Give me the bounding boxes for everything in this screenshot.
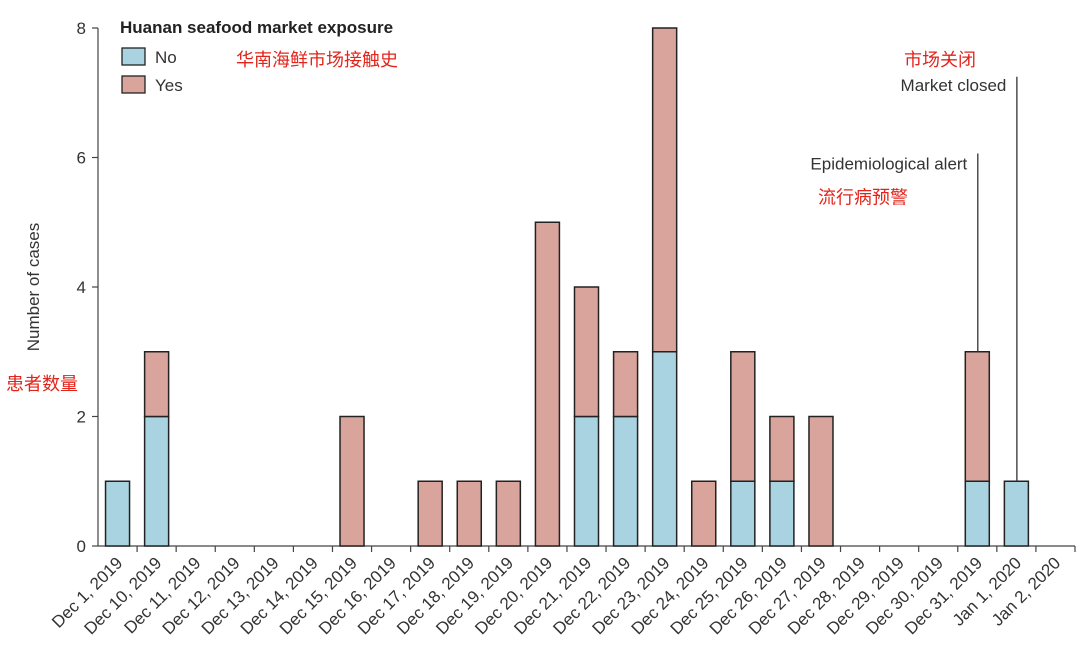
bar-yes — [417, 480, 443, 547]
bar-yes — [730, 351, 756, 482]
legend-swatch-no — [121, 47, 146, 66]
legend-label-yes: Yes — [155, 76, 183, 95]
bar-yes — [808, 415, 834, 547]
legend-title-cn: 华南海鲜市场接触史 — [236, 50, 398, 71]
bar-no — [964, 480, 991, 547]
bar-yes — [612, 351, 639, 418]
market-closed-label-cn: 市场关闭 — [904, 50, 976, 71]
legend: Huanan seafood market exposure 华南海鲜市场接触史… — [120, 18, 398, 95]
bar-no — [104, 480, 131, 547]
y-tick-labels: 0 2 4 6 8 — [77, 19, 86, 556]
alert-label: Epidemiological alert — [810, 155, 967, 174]
bar-yes — [143, 351, 170, 418]
bar-yes — [495, 480, 522, 547]
y-tick-label: 4 — [77, 278, 86, 297]
bar-no — [651, 351, 678, 547]
legend-swatch-yes — [121, 75, 146, 94]
legend-title: Huanan seafood market exposure — [120, 18, 393, 37]
y-tick-label: 2 — [77, 408, 86, 427]
y-axis-label: Number of cases — [24, 223, 43, 352]
bar-yes — [456, 480, 483, 547]
bar-yes — [534, 221, 561, 547]
bar-no — [730, 480, 756, 547]
bar-no — [573, 415, 600, 547]
bar-no — [143, 415, 170, 547]
bar-yes — [690, 480, 717, 547]
bars — [104, 27, 1030, 547]
axes — [92, 27, 1076, 552]
bar-yes — [964, 351, 991, 482]
y-tick-label: 0 — [77, 537, 86, 556]
y-tick-label: 8 — [77, 19, 86, 38]
legend-label-no: No — [155, 48, 177, 67]
y-tick-label: 6 — [77, 149, 86, 168]
bar-no — [612, 415, 639, 547]
market-closed-label: Market closed — [901, 76, 1007, 95]
bar-no — [1003, 480, 1030, 547]
bar-yes — [339, 415, 365, 547]
y-axis-label-cn: 患者数量 — [6, 374, 78, 395]
bar-yes — [573, 286, 600, 418]
bar-no — [769, 480, 795, 547]
alert-label-cn: 流行病预警 — [818, 188, 908, 209]
bar-yes — [769, 415, 795, 482]
bar-yes — [651, 27, 678, 353]
annotations: Epidemiological alert 流行病预警 Market closed 市… — [810, 50, 1018, 482]
